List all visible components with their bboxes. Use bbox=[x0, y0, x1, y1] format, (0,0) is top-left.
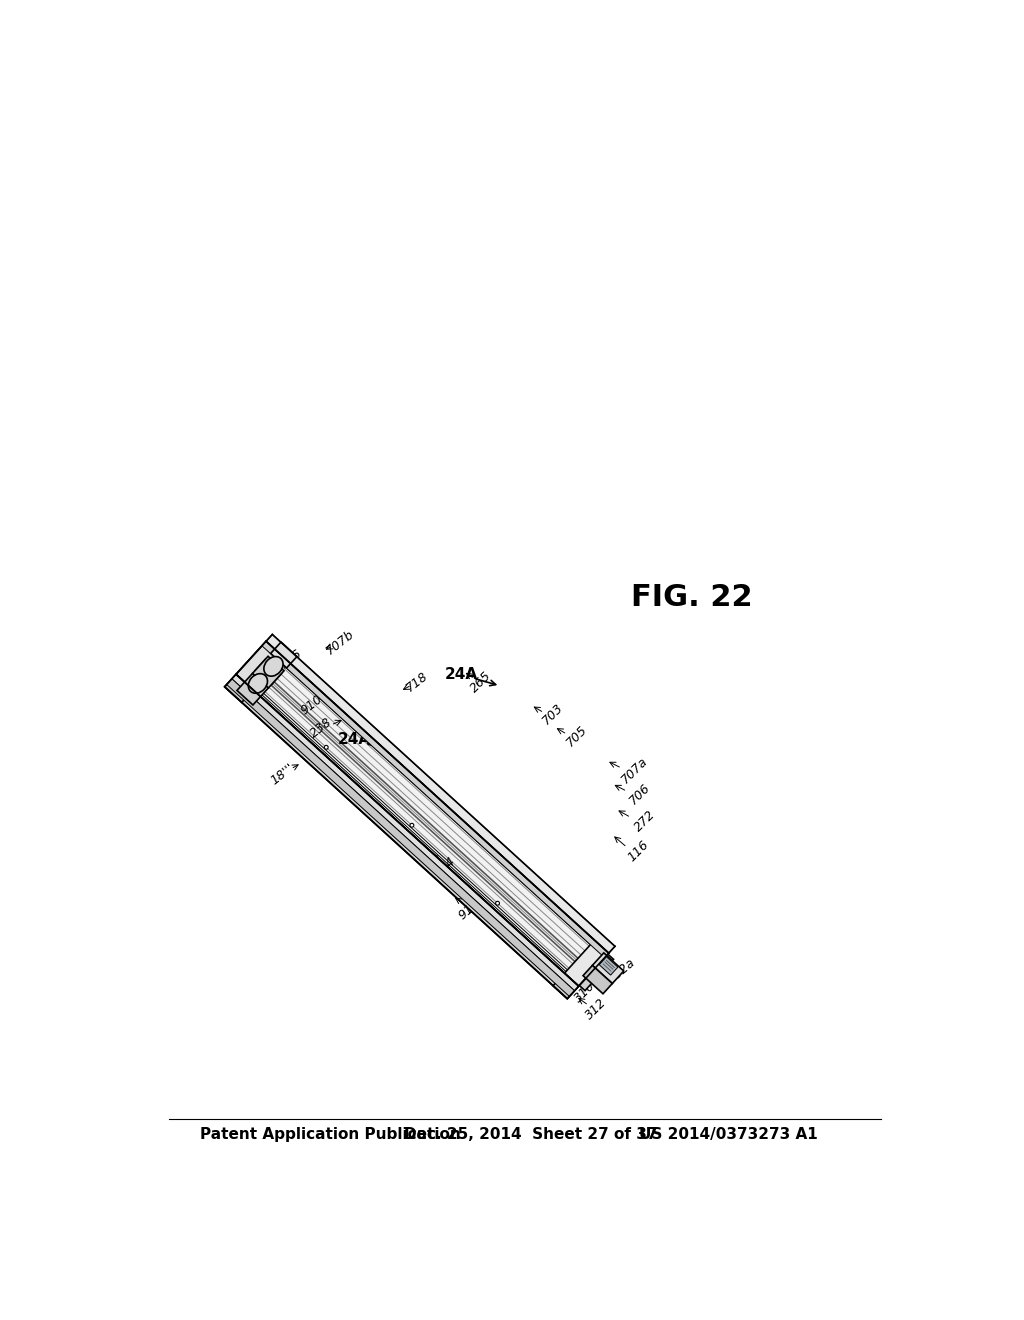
Ellipse shape bbox=[410, 824, 414, 828]
Text: 272: 272 bbox=[632, 808, 658, 834]
Text: 707b: 707b bbox=[324, 627, 356, 657]
Text: 703: 703 bbox=[540, 701, 565, 727]
Polygon shape bbox=[262, 642, 608, 958]
Text: 312: 312 bbox=[584, 997, 609, 1022]
Polygon shape bbox=[599, 957, 617, 975]
Polygon shape bbox=[580, 973, 596, 990]
Text: 238: 238 bbox=[308, 715, 335, 741]
Ellipse shape bbox=[496, 902, 500, 906]
Polygon shape bbox=[237, 673, 268, 705]
Text: 707a: 707a bbox=[620, 755, 650, 787]
Text: 910: 910 bbox=[298, 693, 325, 718]
Polygon shape bbox=[553, 973, 579, 999]
Ellipse shape bbox=[325, 746, 328, 750]
Text: 910: 910 bbox=[456, 896, 482, 921]
Text: 282a: 282a bbox=[605, 956, 638, 986]
Text: 265: 265 bbox=[468, 669, 494, 696]
Text: 706: 706 bbox=[628, 780, 653, 807]
Ellipse shape bbox=[264, 656, 283, 676]
Polygon shape bbox=[226, 678, 574, 997]
Polygon shape bbox=[564, 940, 608, 986]
Polygon shape bbox=[255, 659, 282, 685]
Polygon shape bbox=[253, 656, 284, 688]
Polygon shape bbox=[224, 675, 253, 702]
Text: 24A: 24A bbox=[337, 733, 371, 747]
Polygon shape bbox=[266, 635, 615, 953]
Text: 714: 714 bbox=[431, 854, 458, 879]
Text: US 2014/0373273 A1: US 2014/0373273 A1 bbox=[639, 1127, 817, 1142]
Text: FIG. 22: FIG. 22 bbox=[631, 583, 753, 611]
Polygon shape bbox=[588, 954, 613, 981]
Polygon shape bbox=[270, 642, 297, 668]
Polygon shape bbox=[266, 635, 614, 953]
Polygon shape bbox=[231, 675, 579, 991]
Text: 116: 116 bbox=[626, 838, 652, 865]
Text: 718: 718 bbox=[403, 669, 430, 694]
Ellipse shape bbox=[248, 673, 267, 693]
Text: 705: 705 bbox=[564, 723, 590, 748]
Text: 18''': 18''' bbox=[268, 762, 297, 788]
Polygon shape bbox=[262, 642, 608, 958]
Text: Patent Application Publication: Patent Application Publication bbox=[200, 1127, 461, 1142]
Text: 736: 736 bbox=[278, 647, 304, 672]
Polygon shape bbox=[593, 953, 624, 983]
Polygon shape bbox=[237, 642, 284, 690]
Text: 310: 310 bbox=[571, 978, 598, 1005]
Polygon shape bbox=[583, 965, 612, 994]
Text: 24A: 24A bbox=[445, 667, 478, 682]
Text: Dec. 25, 2014  Sheet 27 of 37: Dec. 25, 2014 Sheet 27 of 37 bbox=[403, 1127, 657, 1142]
Polygon shape bbox=[237, 642, 608, 986]
Polygon shape bbox=[224, 675, 579, 999]
